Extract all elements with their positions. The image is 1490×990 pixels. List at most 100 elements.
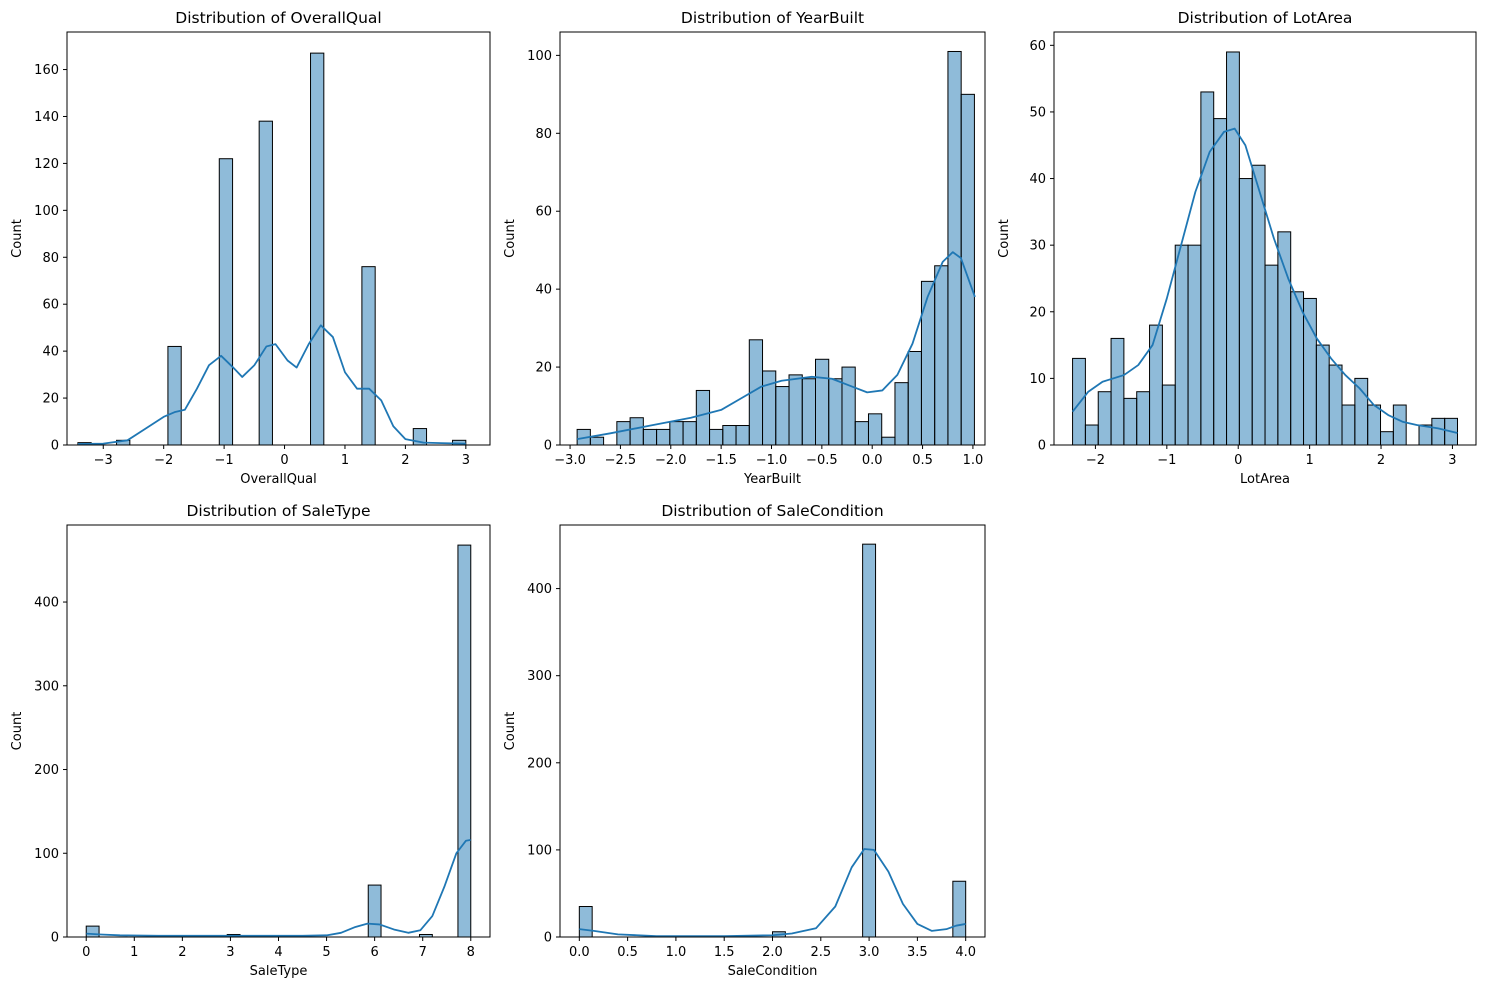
chart-4-axes-frame (559, 524, 986, 938)
x-tick-label: −2 (154, 453, 173, 468)
y-tick-label: 140 (34, 110, 59, 125)
x-tick-label: 3.0 (859, 945, 880, 960)
y-tick-label: 100 (527, 49, 552, 64)
x-tick-label: −2 (1086, 453, 1105, 468)
bar (841, 366, 856, 446)
y-tick-label: 160 (34, 63, 59, 78)
x-tick-label: 0 (1234, 453, 1242, 468)
bar (960, 93, 975, 446)
x-tick-label: 0 (280, 453, 288, 468)
chart-3: 0 1 2 3 4 5 6 7 8 0 100 200 300 400 Distribution of Sa… (10, 502, 491, 979)
bar (367, 884, 382, 938)
bar (828, 378, 843, 446)
x-tick-label: 0.5 (617, 945, 638, 960)
chart-4: 0.0 0.5 1.0 1.5 2.0 2.5 3.0 3.5 4.0 0 100 200 300 400… (503, 502, 986, 979)
bar (709, 428, 724, 446)
x-tick-label: 1 (341, 453, 349, 468)
chart-3-axes-frame (66, 524, 491, 938)
x-tick-label: 3.5 (907, 945, 928, 960)
bar (1238, 178, 1253, 446)
bar (1174, 244, 1189, 446)
y-tick-label: 10 (1029, 372, 1046, 387)
x-tick-label: 2 (1377, 453, 1385, 468)
y-tick-label: 30 (1029, 239, 1046, 254)
y-tick-label: 40 (1029, 172, 1046, 187)
chart-4-bars (578, 543, 967, 938)
x-tick-label: 0 (82, 945, 90, 960)
chart-0-axes-frame (66, 31, 491, 446)
x-tick-label: 1.5 (714, 945, 735, 960)
bar (1226, 51, 1240, 446)
chart-0-title: Distribution of OverallQual (175, 9, 381, 27)
y-tick-label: 300 (527, 669, 552, 684)
y-tick-label: 100 (527, 843, 552, 858)
y-tick-label: 60 (535, 205, 552, 220)
chart-1-x-axis-label: YearBuilt (743, 472, 801, 487)
x-tick-label: −3 (94, 453, 113, 468)
bar (894, 382, 909, 446)
bar (1213, 118, 1228, 446)
bar (934, 265, 949, 446)
bar (1290, 291, 1305, 446)
bar (1367, 404, 1382, 446)
bar (1431, 417, 1446, 446)
y-tick-label: 0 (1038, 439, 1046, 454)
y-tick-label: 200 (34, 763, 59, 778)
bar (815, 358, 830, 446)
bar (1341, 404, 1356, 446)
y-tick-label: 80 (535, 127, 552, 142)
bar (1161, 384, 1176, 446)
bar (1187, 244, 1202, 446)
x-tick-label: −1 (1157, 453, 1176, 468)
bar (1418, 424, 1433, 446)
bar (1303, 297, 1317, 446)
x-tick-label: −2.5 (605, 453, 637, 468)
bar (907, 350, 922, 446)
x-tick-label: 2.0 (762, 945, 783, 960)
bar (310, 52, 325, 446)
x-tick-label: −1 (215, 453, 234, 468)
x-tick-label: 6 (370, 945, 378, 960)
x-tick-label: 2 (178, 945, 186, 960)
chart-0: −3 −2 −1 0 1 2 3 0 20 40 60 80 100 120 140 160 Distribut… (10, 9, 491, 487)
y-tick-label: 20 (1029, 305, 1046, 320)
bar (361, 266, 376, 446)
bar (920, 280, 936, 446)
bar (735, 425, 750, 446)
x-tick-label: 0.0 (862, 453, 883, 468)
chart-1: −3.0 −2.5 −2.0 −1.5 −1.0 −0.5 0.0 0.5 1.0 0 20 40 60… (503, 9, 986, 487)
bar (258, 120, 273, 446)
chart-0-bars (77, 52, 467, 446)
y-tick-label: 40 (535, 283, 552, 298)
bar (1123, 397, 1138, 446)
y-tick-label: 100 (34, 847, 59, 862)
chart-0-y-axis-label: Count (10, 219, 25, 258)
bar (695, 389, 711, 446)
chart-1-y-axis-label: Count (503, 219, 518, 258)
bar (1315, 344, 1330, 446)
x-tick-label: 1 (1305, 453, 1313, 468)
bar (589, 436, 605, 446)
bar (1251, 164, 1266, 446)
bar (722, 425, 737, 446)
x-tick-label: 4 (274, 945, 282, 960)
x-tick-label: −2.0 (655, 453, 687, 468)
chart-3-y-axis-label: Count (10, 712, 25, 751)
y-tick-label: 50 (1029, 105, 1046, 120)
bar (1392, 404, 1407, 446)
y-tick-label: 0 (51, 931, 59, 946)
x-tick-label: 2 (401, 453, 409, 468)
chart-4-y-axis-label: Count (503, 712, 518, 751)
chart-0-x-axis-label: OverallQual (240, 472, 317, 487)
chart-3-title: Distribution of SaleType (186, 502, 370, 520)
bar (1354, 377, 1369, 446)
chart-2-axes-frame (1053, 31, 1477, 446)
y-tick-label: 0 (544, 931, 552, 946)
bar (867, 413, 883, 446)
bar (85, 925, 100, 938)
bar (682, 421, 697, 446)
chart-1-title: Distribution of YearBuilt (681, 9, 864, 27)
bar (801, 378, 817, 446)
